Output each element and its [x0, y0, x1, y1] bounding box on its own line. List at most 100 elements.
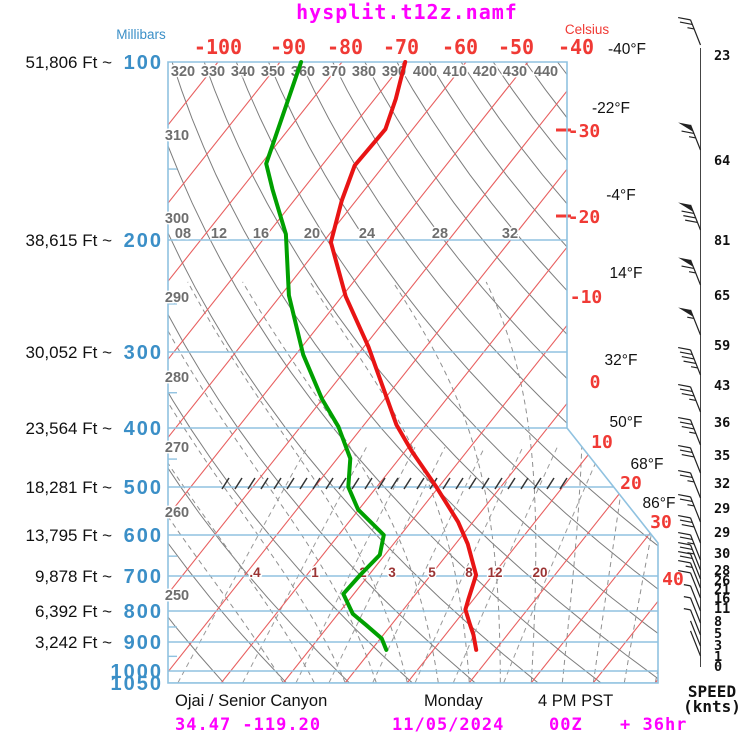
right-celsius-label: 40	[662, 569, 684, 590]
theta-label-left: 290	[165, 290, 189, 306]
right-fahrenheit-label: 68°F	[631, 456, 664, 473]
altitude-feet-label: 13,795 Ft ~	[26, 526, 113, 545]
theta-label-top: 370	[322, 64, 346, 80]
sounding-traces	[264, 60, 479, 652]
barb-half	[687, 27, 695, 30]
right-celsius-label: 0	[590, 372, 601, 393]
hatch-mark	[234, 477, 243, 490]
isotherm	[220, 62, 658, 683]
wind-barb	[683, 584, 702, 612]
barb-full	[681, 130, 695, 135]
altitude-feet-label: 3,242 Ft ~	[35, 633, 112, 652]
theta-label-top: 320	[171, 64, 195, 80]
isotherm	[282, 62, 658, 683]
top-celsius-label: -80	[327, 35, 363, 59]
barb-full	[678, 383, 691, 388]
top-celsius-label: -90	[270, 35, 306, 59]
pressure-label: 1000	[111, 661, 164, 683]
pressure-label: 400	[124, 418, 163, 440]
dry-adiabat	[268, 62, 658, 683]
wind-speed-label: 21	[714, 582, 730, 598]
isotherm	[168, 62, 281, 683]
theta-label-200mb: 28	[432, 226, 448, 242]
barb-stem	[689, 496, 702, 523]
wind-speed-label: 0	[714, 659, 722, 675]
wind-speed-label: 16	[714, 591, 730, 607]
hatch-mark	[377, 477, 386, 490]
wind-speed-label: 11	[714, 601, 730, 617]
barb-full	[679, 498, 693, 502]
barb-full	[679, 449, 693, 453]
hatch-mark	[520, 477, 529, 490]
right-fahrenheit-label: -22°F	[592, 100, 630, 117]
barb-stem	[689, 572, 702, 599]
top-celsius-label: -50	[498, 35, 534, 59]
hatch-mark	[494, 477, 503, 490]
right-celsius-label: -10	[570, 287, 603, 308]
dry-adiabat	[524, 62, 658, 683]
footer-time: 4 PM PST	[538, 692, 613, 710]
right-fahrenheit-label: 50°F	[610, 414, 643, 431]
wind-barb	[678, 531, 702, 561]
barb-stem	[689, 620, 702, 647]
altitude-feet-label: 9,878 Ft ~	[35, 567, 112, 586]
hatch-mark	[481, 477, 490, 490]
grid-labels: 320 330 340 350 360 370 380 390 400 410 420 430 4403…	[163, 63, 559, 606]
pressure-label: 1050	[111, 673, 164, 695]
dry-adiabat-lines	[168, 62, 658, 683]
altitude-feet-label: 51,806 Ft ~	[26, 53, 113, 72]
barb-full	[678, 469, 691, 474]
barb-flag	[678, 122, 694, 132]
moist-adiabat	[242, 281, 439, 683]
isotherm	[406, 62, 658, 683]
wind-barb	[678, 514, 702, 544]
right-celsius-label: 20	[620, 473, 642, 494]
wind-barb	[678, 559, 702, 589]
dry-adiabat	[364, 62, 658, 683]
isotherm	[168, 62, 467, 683]
dry-adiabat	[168, 62, 476, 683]
wind-barb	[678, 383, 702, 413]
theta-label-top: 410	[443, 64, 467, 80]
barb-half	[683, 584, 691, 587]
wind-barb	[678, 16, 702, 46]
footer-day: Monday	[424, 692, 483, 710]
mixing-ratio-label: .4	[249, 565, 261, 580]
wind-barb	[683, 596, 702, 624]
dewpoint-trace	[264, 60, 389, 652]
pressure-label: 500	[124, 477, 163, 499]
isotherm	[0, 62, 156, 683]
theta-label-200mb: 32	[502, 226, 518, 242]
theta-label-left: 270	[165, 440, 189, 456]
barb-full	[681, 426, 695, 430]
speed-axis-units: (knts)	[683, 697, 741, 716]
barb-full	[679, 519, 693, 523]
barb-full	[681, 393, 695, 397]
moist-adiabat	[623, 281, 658, 683]
altitude-feet-label: 30,052 Ft ~	[26, 343, 113, 362]
barb-full	[678, 493, 691, 498]
footer-coords: 34.47 -119.20	[175, 715, 321, 735]
moist-adiabat	[392, 281, 501, 683]
moist-adiabat	[485, 281, 537, 683]
wind-barb	[678, 550, 702, 580]
barb-half	[689, 431, 697, 435]
barb-full	[678, 16, 691, 21]
wind-barb	[678, 257, 702, 286]
barb-half	[687, 542, 695, 545]
hatch-mark	[546, 477, 555, 490]
hatch-mark	[364, 477, 373, 490]
hatch-mark	[442, 477, 451, 490]
hatch-mark	[325, 477, 334, 490]
barb-flag	[678, 307, 694, 317]
hatch-mark	[559, 477, 568, 490]
top-celsius-label: -60	[442, 35, 478, 59]
hatch-mark	[533, 477, 542, 490]
wind-speed-label: 32	[714, 476, 730, 492]
barb-half	[687, 316, 695, 320]
wind-barb	[678, 493, 702, 523]
wind-barb	[678, 444, 702, 474]
mixing-ratio-label: 5	[428, 565, 436, 580]
theta-label-200mb: 20	[304, 226, 320, 242]
